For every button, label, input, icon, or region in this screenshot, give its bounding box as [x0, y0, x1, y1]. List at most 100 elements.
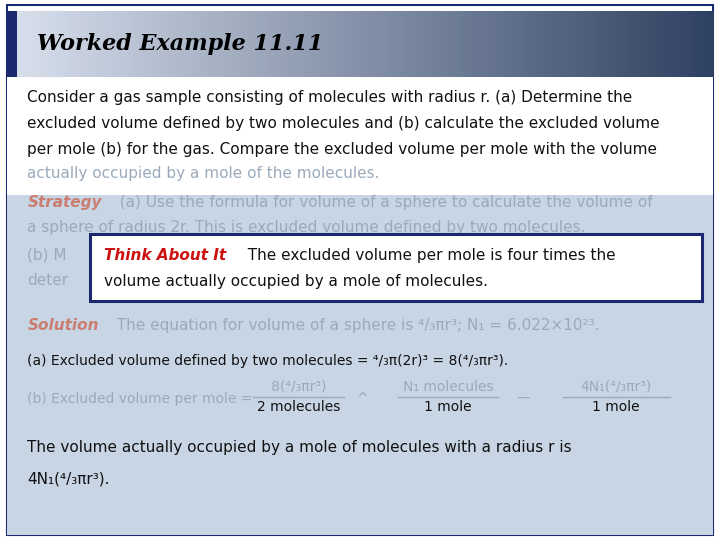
Bar: [393, 11, 399, 77]
Bar: [661, 11, 667, 77]
Bar: [600, 11, 606, 77]
Text: (b) Excluded volume per mole =: (b) Excluded volume per mole =: [27, 392, 253, 406]
Bar: [7, 77, 713, 535]
Bar: [256, 11, 263, 77]
Bar: [412, 11, 418, 77]
Text: Strategy: Strategy: [27, 195, 102, 210]
Bar: [402, 11, 408, 77]
Bar: [280, 11, 286, 77]
Text: deter: deter: [27, 273, 68, 288]
Bar: [355, 11, 361, 77]
Bar: [73, 11, 79, 77]
Bar: [167, 11, 174, 77]
Bar: [22, 11, 27, 77]
Bar: [637, 11, 644, 77]
Bar: [308, 11, 315, 77]
Bar: [388, 11, 395, 77]
Bar: [506, 11, 512, 77]
Bar: [652, 11, 658, 77]
Bar: [7, 77, 713, 195]
Bar: [436, 11, 441, 77]
Bar: [204, 11, 211, 77]
Bar: [238, 11, 244, 77]
Bar: [17, 11, 23, 77]
Text: —: —: [516, 392, 531, 406]
Text: (b) M: (b) M: [27, 248, 67, 263]
Bar: [449, 11, 456, 77]
Bar: [431, 11, 437, 77]
Text: 8(⁴/₃πr³): 8(⁴/₃πr³): [271, 380, 326, 394]
Bar: [464, 11, 469, 77]
Text: N₁ molecules: N₁ molecules: [402, 380, 493, 394]
Bar: [68, 11, 74, 77]
FancyBboxPatch shape: [90, 234, 702, 301]
Bar: [92, 11, 98, 77]
Bar: [224, 11, 230, 77]
Bar: [83, 11, 89, 77]
Text: (a) Use the formula for volume of a sphere to calculate the volume of: (a) Use the formula for volume of a sphe…: [110, 195, 653, 210]
Bar: [440, 11, 446, 77]
Bar: [45, 11, 51, 77]
Bar: [539, 11, 545, 77]
Bar: [106, 11, 112, 77]
Bar: [590, 11, 597, 77]
Bar: [642, 11, 649, 77]
Bar: [694, 11, 700, 77]
Bar: [346, 11, 352, 77]
Bar: [191, 11, 197, 77]
Bar: [313, 11, 319, 77]
Bar: [96, 11, 103, 77]
Bar: [562, 11, 568, 77]
Bar: [365, 11, 371, 77]
Bar: [247, 11, 253, 77]
Bar: [111, 11, 117, 77]
Bar: [477, 11, 484, 77]
Text: ^: ^: [356, 392, 368, 406]
Bar: [200, 11, 206, 77]
Bar: [186, 11, 192, 77]
Bar: [153, 11, 159, 77]
Bar: [426, 11, 432, 77]
Bar: [586, 11, 592, 77]
Bar: [647, 11, 653, 77]
Bar: [54, 11, 60, 77]
Bar: [685, 11, 690, 77]
Bar: [397, 11, 404, 77]
Bar: [624, 11, 629, 77]
Bar: [261, 11, 267, 77]
Bar: [210, 11, 215, 77]
Bar: [7, 11, 17, 77]
Bar: [219, 11, 225, 77]
Bar: [529, 11, 536, 77]
Bar: [139, 11, 145, 77]
Bar: [318, 11, 324, 77]
Text: 4N₁(⁴/₃πr³).: 4N₁(⁴/₃πr³).: [27, 471, 110, 487]
Bar: [510, 11, 517, 77]
Bar: [40, 11, 46, 77]
Bar: [595, 11, 601, 77]
Bar: [26, 11, 32, 77]
Bar: [102, 11, 107, 77]
Bar: [416, 11, 423, 77]
Bar: [657, 11, 662, 77]
Bar: [120, 11, 126, 77]
Bar: [666, 11, 672, 77]
Bar: [294, 11, 300, 77]
Text: 2 molecules: 2 molecules: [257, 400, 341, 414]
Bar: [195, 11, 202, 77]
Bar: [572, 11, 578, 77]
Bar: [289, 11, 296, 77]
Bar: [534, 11, 540, 77]
Bar: [360, 11, 366, 77]
Bar: [271, 11, 276, 77]
Bar: [680, 11, 686, 77]
Bar: [243, 11, 248, 77]
Bar: [31, 11, 37, 77]
Bar: [336, 11, 343, 77]
Text: 1 mole: 1 mole: [592, 400, 639, 414]
Text: volume actually occupied by a mole of molecules.: volume actually occupied by a mole of mo…: [104, 274, 488, 289]
Bar: [181, 11, 187, 77]
Bar: [459, 11, 465, 77]
Bar: [581, 11, 588, 77]
Bar: [628, 11, 634, 77]
